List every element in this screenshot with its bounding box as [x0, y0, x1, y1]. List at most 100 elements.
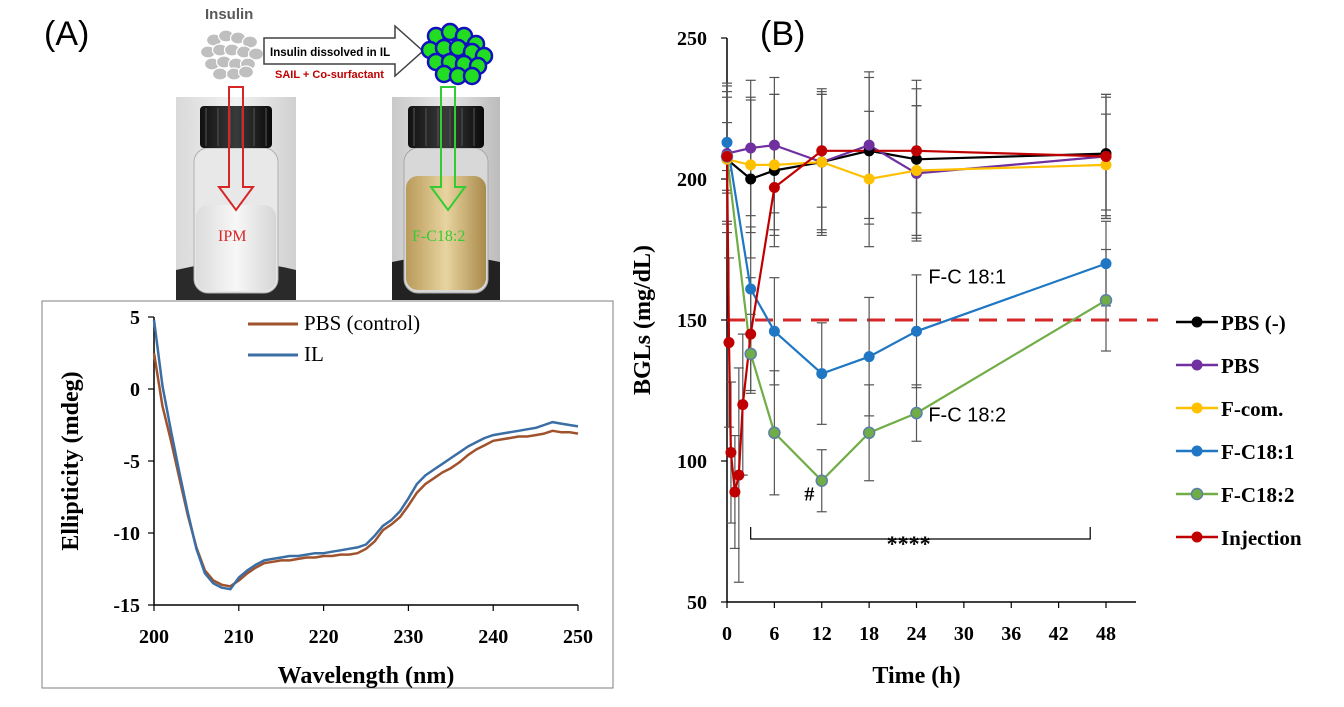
- bgl-time-chart: 50 100 150 200 250 0 6 12 18 24 30 36 42 48 Time (h) BG…: [630, 28, 1302, 689]
- cd-y-tick-label: -15: [113, 595, 140, 617]
- bgl-point: [768, 139, 780, 151]
- bgl-point: [1100, 159, 1112, 171]
- bgl-legend-marker-4: [1190, 487, 1204, 501]
- bgl-point: [729, 486, 741, 498]
- cd-legend-label-1: IL: [304, 342, 324, 366]
- cd-spectrum-chart: 5 0 -5 -10 -15 200 210 220 230 240 250 Wavelength (…: [58, 307, 593, 689]
- bgl-point: [737, 399, 749, 411]
- bgl-y-tick-label: 200: [677, 169, 707, 191]
- bgl-point: [723, 337, 735, 349]
- red-arrow-icon: [217, 86, 255, 212]
- bgl-x-tick-label: 30: [954, 623, 974, 645]
- bgl-point: [745, 142, 757, 154]
- bgl-point: [744, 347, 757, 361]
- insulin-cluster-icon: [420, 22, 494, 86]
- bgl-x-axis-label: Time (h): [872, 663, 960, 689]
- bgl-legend-label-5: Injection: [1221, 526, 1302, 550]
- aggregate-blob: [211, 67, 229, 81]
- dissolve-arrow-icon: [263, 24, 425, 78]
- bgl-legend-marker-0: [1191, 316, 1203, 328]
- bgl-point: [721, 136, 733, 148]
- bgl-point: [816, 368, 828, 380]
- cd-y-tick-label: -5: [123, 451, 140, 473]
- insulin-label: Insulin: [205, 6, 253, 23]
- bgl-point: [768, 181, 780, 193]
- bgl-point: [910, 406, 923, 420]
- bgl-point: [863, 139, 875, 151]
- bgl-legend-marker-2: [1191, 402, 1203, 414]
- bgl-point: [768, 159, 780, 171]
- bgl-point: [862, 426, 876, 440]
- bgl-point: [1100, 258, 1112, 270]
- vial-photo-f-c18-2: [392, 97, 500, 300]
- bgl-point: [745, 159, 757, 171]
- bgl-legend-marker-3: [1191, 445, 1203, 457]
- cd-x-tick-label: 200: [139, 626, 169, 648]
- vial-photo-ipm: [176, 97, 296, 300]
- bgl-annotation-2: #: [804, 483, 814, 505]
- bgl-point: [911, 153, 922, 165]
- bgl-x-tick-label: 24: [907, 623, 927, 645]
- aggregate-blob: [237, 65, 255, 79]
- bgl-legend-label-1: PBS: [1221, 354, 1260, 378]
- schematic: Insulin Insulin dissolved in IL SAIL + C…: [199, 6, 494, 86]
- bgl-y-tick-label: 100: [677, 451, 707, 473]
- dissolve-arrow-label: Insulin dissolved in IL: [270, 47, 390, 59]
- cd-y-tick-label: -10: [113, 523, 140, 545]
- bgl-x-tick-label: 36: [1001, 623, 1021, 645]
- bgl-legend-marker-1: [1191, 359, 1203, 371]
- bgl-legend-label-4: F-C18:2: [1221, 483, 1294, 507]
- bgl-annotation-0: F-C 18:1: [928, 266, 1006, 288]
- cd-x-tick-label: 220: [309, 626, 339, 648]
- bgl-x-tick-label: 48: [1096, 623, 1116, 645]
- bgl-y-tick-label: 250: [677, 28, 707, 50]
- bgl-x-tick-label: 42: [1049, 623, 1069, 645]
- cd-y-tick-label: 5: [130, 307, 140, 329]
- panel-a-label: (A): [44, 15, 89, 53]
- insulin-aggregate-icon: [199, 29, 265, 81]
- cd-y-tick-label: 0: [130, 379, 140, 401]
- bgl-point: [1100, 150, 1112, 162]
- bgl-point: [768, 426, 781, 440]
- bgl-point: [911, 165, 922, 177]
- bgl-legend-label-2: F-com.: [1221, 397, 1283, 421]
- cd-x-tick-label: 210: [224, 626, 254, 648]
- bgl-point: [745, 328, 757, 340]
- bgl-point: [816, 156, 828, 168]
- bgl-point: [1099, 294, 1113, 307]
- bgl-annotation-1: F-C 18:2: [928, 405, 1006, 427]
- bgl-point: [733, 469, 745, 481]
- bgl-y-tick-label: 150: [677, 310, 707, 332]
- cd-y-axis-label: Ellipticity (mdeg): [58, 371, 84, 550]
- bgl-point: [816, 145, 828, 157]
- bgl-legend-label-0: PBS (-): [1221, 311, 1286, 335]
- bgl-point: [725, 447, 737, 459]
- bgl-point: [911, 145, 922, 157]
- significance-bracket: [750, 527, 1091, 540]
- vial-left-label: IPM: [218, 228, 246, 245]
- bgl-point: [863, 351, 875, 363]
- bgl-y-axis-label: BGLs (mg/dL): [630, 245, 656, 395]
- vial-right-label: F-C18:2: [412, 228, 465, 245]
- cd-chart-frame: [41, 300, 614, 689]
- bgl-x-tick-label: 6: [769, 623, 779, 645]
- cd-series-line-0: [152, 352, 579, 588]
- bgl-point: [745, 283, 757, 295]
- bgl-point: [911, 325, 922, 337]
- bgl-x-tick-label: 0: [722, 623, 732, 645]
- cd-x-tick-label: 240: [478, 626, 508, 648]
- cd-x-tick-label: 250: [563, 626, 593, 648]
- bgl-point: [768, 325, 780, 337]
- bgl-x-tick-label: 12: [812, 623, 832, 645]
- bgl-point: [863, 173, 875, 185]
- cd-x-axis-label: Wavelength (nm): [278, 663, 455, 689]
- cd-legend-label-0: PBS (control): [304, 311, 420, 335]
- bgl-annotation-3: ****: [887, 531, 931, 556]
- bgl-point: [815, 474, 828, 487]
- bgl-x-tick-label: 18: [859, 623, 879, 645]
- cluster-blob: [462, 66, 482, 86]
- bgl-legend-label-3: F-C18:1: [1221, 440, 1294, 464]
- panel-b-label: (B): [760, 15, 805, 53]
- bgl-point: [721, 150, 733, 162]
